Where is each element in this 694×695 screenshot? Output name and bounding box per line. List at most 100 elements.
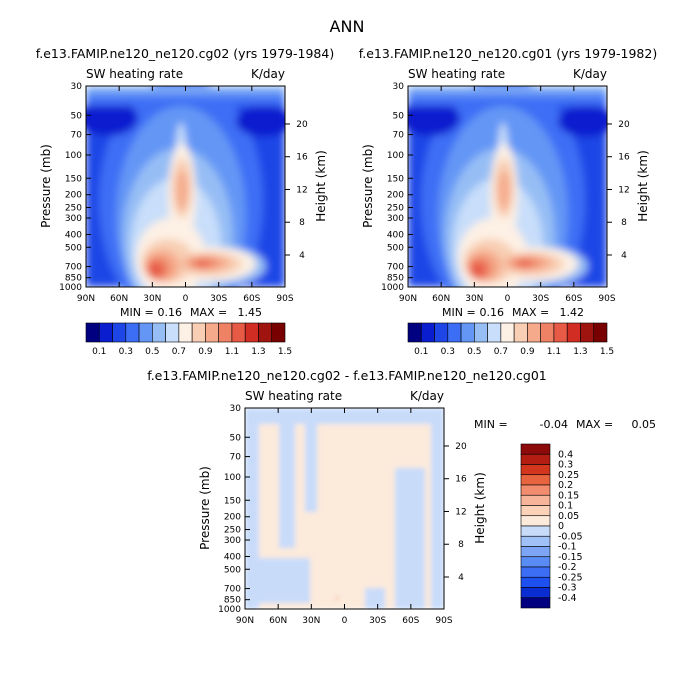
colorbar-swatch — [165, 322, 180, 343]
colorbar-swatch — [474, 322, 488, 343]
contour-band — [471, 262, 485, 278]
colorbar-label: -0.1 — [558, 542, 577, 553]
y-right-tick-label: 20 — [455, 442, 467, 452]
y-tick-label: 850 — [65, 274, 82, 284]
colorbar-swatch — [520, 587, 551, 599]
colorbar-swatch — [434, 322, 449, 343]
x-tick-label: 90N — [77, 294, 95, 304]
x-tick-label: 30S — [210, 294, 227, 304]
colorbar-label: 0.3 — [558, 460, 573, 471]
y-tick-label: 200 — [387, 191, 404, 201]
contour-band — [334, 596, 340, 600]
x-tick-label: 60N — [110, 294, 128, 304]
x-tick-label: 90S — [276, 294, 293, 304]
panel-cg02: f.e13.FAMIP.ne120_ne120.cg02 (yrs 1979-1… — [36, 46, 334, 357]
colorbar-swatch — [85, 322, 100, 343]
colorbar-label: 0.7 — [494, 347, 508, 357]
y-tick-label: 1000 — [59, 283, 82, 293]
x-tick-label: 30N — [465, 294, 483, 304]
field-label: SW heating rate — [245, 389, 342, 403]
contour-band — [86, 86, 285, 97]
y-tick-label: 200 — [224, 513, 241, 523]
contour-band — [236, 105, 285, 137]
contour-band — [558, 105, 607, 137]
colorbar-swatch — [125, 322, 140, 343]
contour-band — [408, 100, 460, 136]
y-right-tick-label: 20 — [618, 120, 630, 130]
colorbar-swatch — [191, 322, 206, 343]
x-tick-label: 60N — [432, 294, 450, 304]
x-tick-label: 30N — [143, 294, 161, 304]
y-right-tick-label: 4 — [458, 573, 464, 583]
y-tick-label: 100 — [224, 473, 241, 483]
colorbar-swatch — [520, 515, 551, 527]
colorbar-swatch — [218, 322, 233, 343]
y-tick-label: 850 — [387, 274, 404, 284]
y-right-tick-label: 12 — [455, 507, 466, 517]
colorbar-label: 1.5 — [600, 347, 614, 357]
colorbar-swatch — [500, 322, 515, 343]
y-tick-label: 50 — [393, 111, 405, 121]
colorbar-label: 0.7 — [172, 347, 186, 357]
y-tick-label: 400 — [65, 230, 82, 240]
colorbar-swatch — [271, 322, 286, 343]
colorbar-swatch — [553, 322, 568, 343]
y-tick-label: 70 — [393, 131, 405, 141]
colorbar-swatch — [205, 322, 219, 343]
y-axis-label: Pressure (mb) — [361, 144, 375, 228]
y-right-tick-label: 8 — [621, 218, 627, 228]
y-axis-right-label: Height (km) — [473, 472, 487, 543]
colorbar-swatch — [520, 546, 551, 558]
colorbar-swatch — [540, 322, 555, 343]
colorbar-swatch — [520, 443, 551, 455]
contour-band — [518, 261, 530, 267]
y-axis-label: Pressure (mb) — [39, 144, 53, 228]
colorbar-swatch — [138, 322, 153, 343]
x-tick-label: 60S — [402, 616, 419, 626]
figure-title: ANN — [330, 17, 365, 36]
y-right-tick-label: 4 — [299, 251, 305, 261]
colorbar-label: 1.1 — [547, 347, 561, 357]
colorbar-swatch — [487, 322, 502, 343]
y-right-tick-label: 20 — [296, 120, 308, 130]
y-tick-label: 1000 — [381, 283, 404, 293]
colorbar-swatch — [112, 322, 127, 343]
y-tick-label: 150 — [65, 174, 82, 184]
y-tick-label: 300 — [387, 214, 404, 224]
panel-cg01: f.e13.FAMIP.ne120_ne120.cg01 (yrs 1979-1… — [359, 46, 657, 357]
y-tick-label: 500 — [387, 243, 404, 253]
colorbar-swatch — [520, 525, 551, 537]
colorbar-swatch — [520, 576, 551, 588]
colorbar-swatch — [520, 556, 551, 568]
colorbar-label: 0 — [558, 521, 564, 532]
colorbar-swatch — [520, 535, 551, 547]
contour-band — [86, 100, 138, 136]
y-tick-label: 200 — [65, 191, 82, 201]
colorbar-label: 1.3 — [573, 347, 587, 357]
y-tick-label: 1000 — [218, 605, 241, 615]
x-tick-label: 90S — [598, 294, 615, 304]
y-right-tick-label: 12 — [618, 185, 629, 195]
y-tick-label: 250 — [65, 204, 82, 214]
x-tick-label: 0 — [505, 294, 511, 304]
contour-field — [86, 86, 285, 287]
colorbar-label: 0.3 — [119, 347, 133, 357]
colorbar-label: 0.9 — [198, 347, 213, 357]
max-label: MAX = — [512, 306, 549, 319]
colorbar-swatch — [513, 322, 528, 343]
colorbar-swatch — [178, 322, 193, 343]
colorbar-swatch — [258, 322, 273, 343]
y-tick-label: 30 — [71, 82, 83, 92]
colorbar-label: -0.4 — [558, 593, 577, 604]
colorbar-swatch — [593, 322, 608, 343]
y-tick-label: 500 — [65, 243, 82, 253]
colorbar-swatch — [520, 474, 551, 486]
colorbar-swatch — [520, 505, 551, 517]
contour-band — [176, 170, 188, 210]
colorbar-label: 1.5 — [278, 347, 292, 357]
colorbar-label: 0.2 — [558, 480, 573, 491]
y-tick-label: 850 — [224, 596, 241, 606]
x-tick-label: 60N — [269, 616, 287, 626]
x-tick-label: 60S — [565, 294, 582, 304]
